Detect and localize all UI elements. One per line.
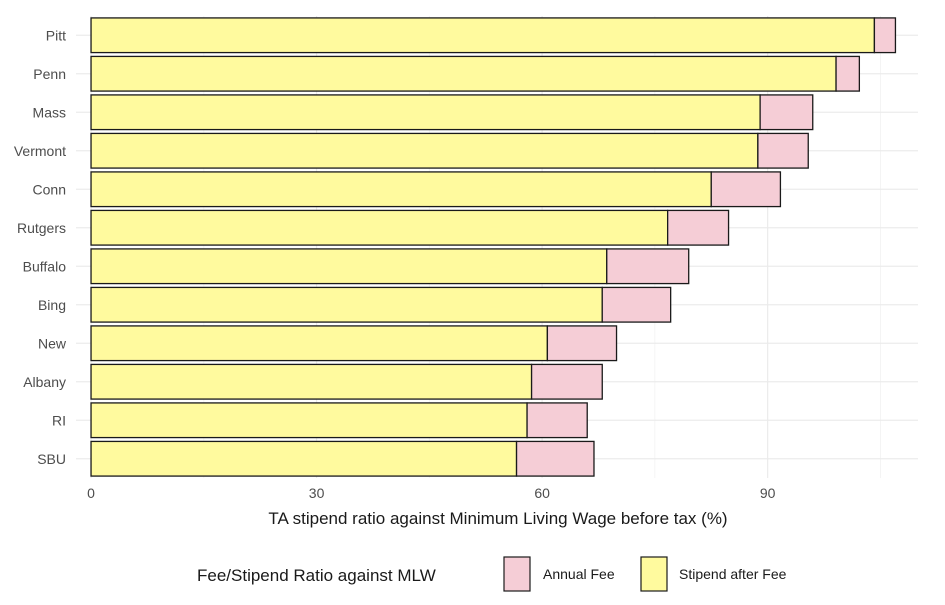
y-tick-label-buffalo: Buffalo: [23, 258, 67, 274]
y-tick-label-mass: Mass: [33, 104, 66, 120]
x-tick-label-60: 60: [534, 485, 550, 501]
x-tick-label-0: 0: [87, 485, 95, 501]
x-tick-label-90: 90: [760, 485, 776, 501]
y-tick-label-new: New: [38, 335, 67, 351]
bar-ri-stipend-after-fee: [90, 402, 528, 439]
bar-bing-stipend-after-fee: [90, 286, 603, 323]
bar-albany-stipend-after-fee: [90, 363, 533, 400]
bar-conn-annual-fee: [710, 171, 782, 208]
legend-swatch-annual-fee: [503, 556, 531, 592]
x-axis-title: TA stipend ratio against Minimum Living …: [268, 509, 727, 528]
legend-swatch-stipend-after-fee: [640, 556, 668, 592]
y-tick-label-ri: RI: [52, 412, 66, 428]
x-axis-tick-labels: 0 30 60 90: [87, 485, 776, 501]
bar-vermont-stipend-after-fee: [90, 132, 759, 169]
bar-rutgers-stipend-after-fee: [90, 209, 669, 246]
bar-penn-stipend-after-fee: [90, 55, 837, 92]
bar-conn-stipend-after-fee: [90, 171, 712, 208]
legend-title: Fee/Stipend Ratio against MLW: [197, 566, 436, 585]
bar-albany-annual-fee: [530, 363, 603, 400]
bar-penn-annual-fee: [835, 55, 861, 92]
x-tick-label-30: 30: [309, 485, 325, 501]
y-tick-label-rutgers: Rutgers: [17, 220, 66, 236]
bar-rutgers-annual-fee: [667, 209, 730, 246]
y-tick-label-albany: Albany: [23, 374, 66, 390]
bar-pitt-annual-fee: [873, 17, 897, 54]
bars: [90, 17, 897, 477]
bar-mass-stipend-after-fee: [90, 94, 761, 131]
legend: Fee/Stipend Ratio against MLW Annual Fee…: [197, 556, 787, 592]
bar-ri-annual-fee: [526, 402, 588, 439]
bar-pitt-stipend-after-fee: [90, 17, 876, 54]
y-tick-label-sbu: SBU: [37, 451, 66, 467]
bar-new-stipend-after-fee: [90, 325, 549, 362]
bar-vermont-annual-fee: [757, 132, 809, 169]
bar-buffalo-stipend-after-fee: [90, 248, 608, 285]
y-tick-label-vermont: Vermont: [14, 143, 66, 159]
bar-new-annual-fee: [546, 325, 618, 362]
bar-bing-annual-fee: [601, 286, 672, 323]
bar-buffalo-annual-fee: [606, 248, 690, 285]
bar-mass-annual-fee: [759, 94, 814, 131]
y-tick-label-penn: Penn: [33, 66, 66, 82]
legend-label-annual-fee: Annual Fee: [543, 566, 615, 582]
bar-sbu-annual-fee: [515, 440, 595, 477]
y-tick-label-bing: Bing: [38, 297, 66, 313]
bar-sbu-stipend-after-fee: [90, 440, 518, 477]
y-axis-tick-labels: Pitt Penn Mass Vermont Conn Rutgers Buffalo Bin…: [14, 27, 67, 467]
y-tick-label-pitt: Pitt: [46, 27, 66, 43]
legend-label-stipend-after-fee: Stipend after Fee: [679, 566, 787, 582]
y-tick-label-conn: Conn: [33, 181, 66, 197]
